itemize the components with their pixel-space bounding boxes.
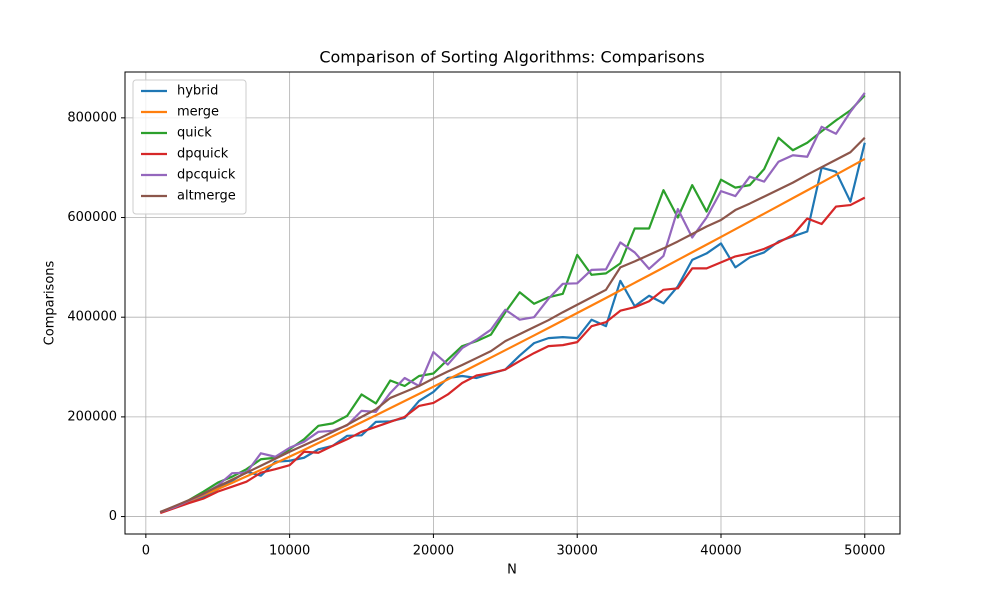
legend-label: quick	[177, 126, 212, 141]
x-axis-label: N	[507, 563, 517, 578]
legend-label: dpcquick	[177, 168, 236, 183]
y-tick-label: 200000	[67, 409, 117, 424]
series-line	[159, 92, 866, 514]
y-tick-label: 800000	[67, 110, 117, 125]
x-tick-label: 0	[142, 544, 150, 559]
axes-frame	[124, 71, 901, 535]
legend-label: hybrid	[177, 84, 218, 99]
x-tick-label: 20000	[413, 544, 454, 559]
y-tick-label: 600000	[67, 210, 117, 225]
legend-box	[132, 79, 247, 215]
legend-label: altmerge	[177, 189, 236, 204]
series-line	[159, 137, 866, 514]
y-axis-label: Comparisons	[43, 260, 58, 345]
x-tick-label: 10000	[269, 544, 310, 559]
series-line	[159, 158, 866, 514]
chart-title: Comparison of Sorting Algorithms: Compar…	[319, 48, 704, 67]
legend-label: merge	[177, 105, 219, 120]
legend: hybrid merge quick dpquick dpcquick altmerge	[132, 79, 247, 215]
x-tick-label: 30000	[557, 544, 598, 559]
y-tick-label: 0	[109, 509, 117, 524]
y-tick-label: 400000	[67, 310, 117, 325]
x-tick-label: 50000	[844, 544, 885, 559]
legend-label: dpquick	[177, 147, 229, 162]
x-tick-label: 40000	[700, 544, 741, 559]
series-line	[159, 196, 866, 515]
